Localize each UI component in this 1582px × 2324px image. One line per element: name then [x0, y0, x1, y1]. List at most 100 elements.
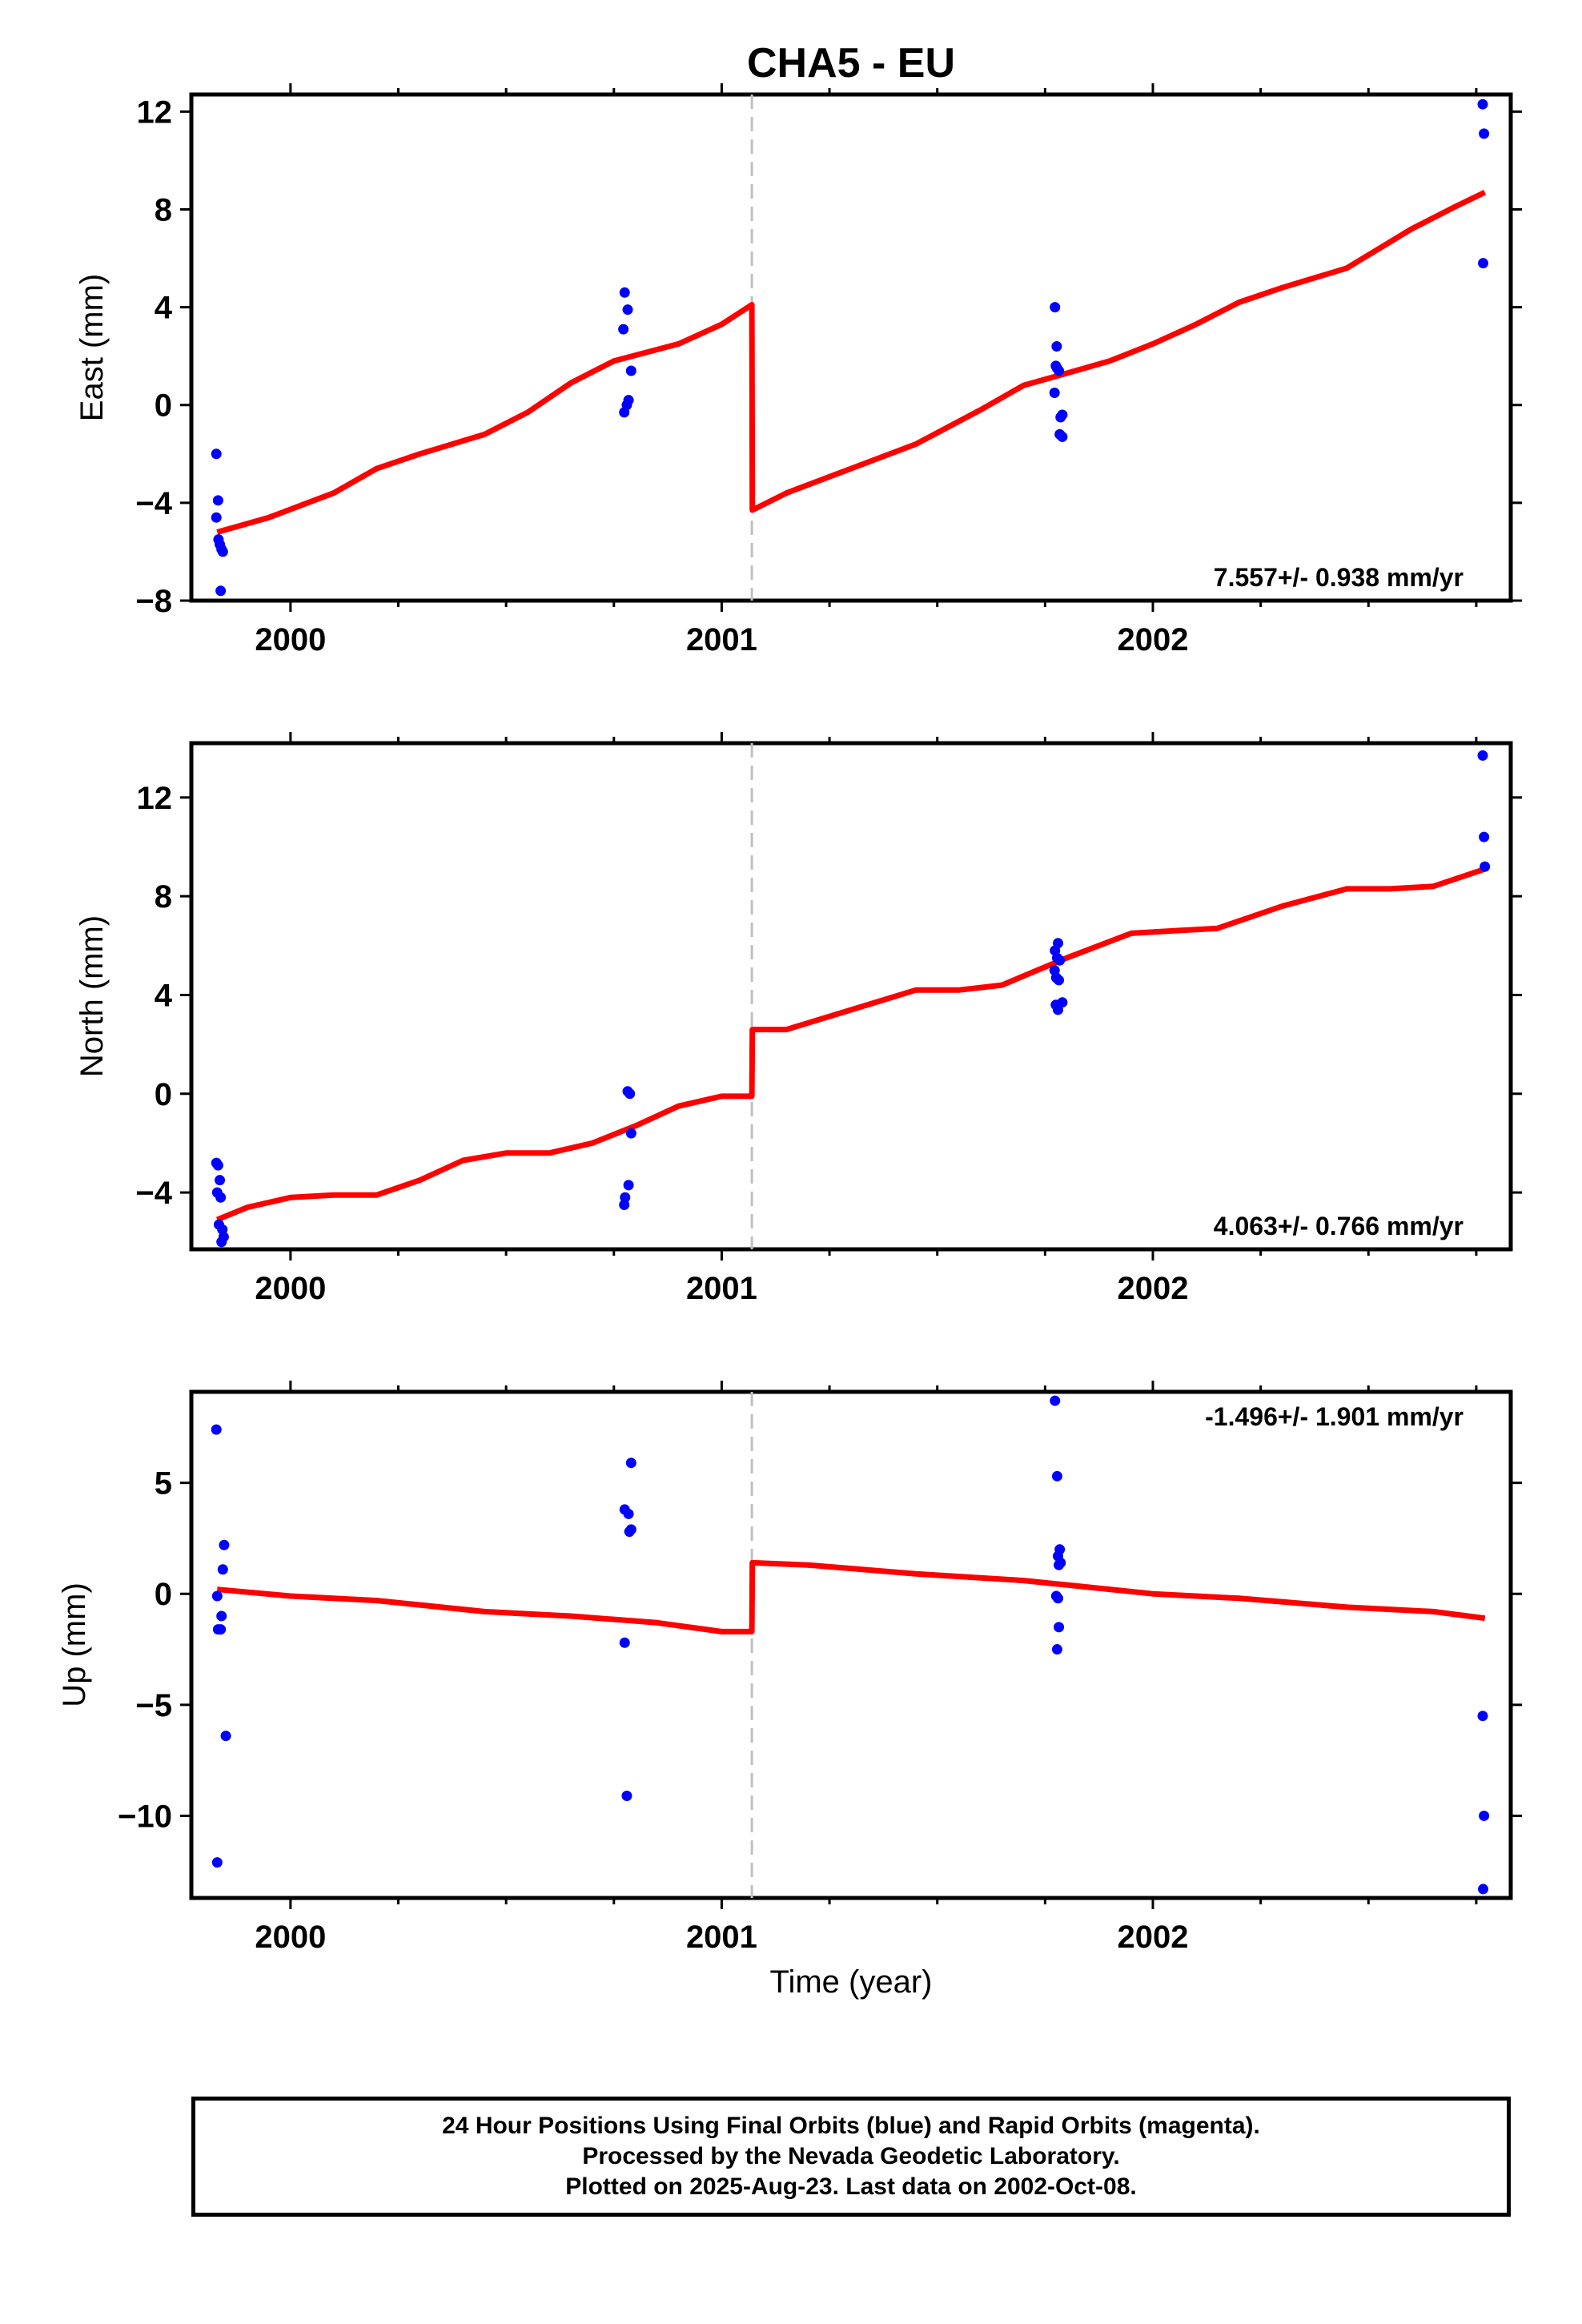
y-tick-label: 4: [155, 978, 173, 1013]
data-point: [216, 1610, 227, 1622]
data-point: [211, 512, 222, 523]
x-tick-label: 2002: [1118, 622, 1189, 657]
data-point: [1051, 1644, 1062, 1655]
data-point: [215, 1192, 227, 1203]
data-point: [619, 1200, 630, 1211]
x-tick-label: 2002: [1118, 1271, 1189, 1306]
plot-frame: [189, 92, 1513, 603]
y-tick-label: 12: [137, 781, 173, 816]
data-point: [1479, 128, 1490, 139]
data-point: [211, 1857, 223, 1868]
footer-line-3: Plotted on 2025-Aug-23. Last data on 200…: [565, 2173, 1137, 2200]
data-point: [623, 1180, 634, 1191]
data-point: [215, 585, 227, 597]
data-point: [211, 1590, 223, 1602]
x-axis-label: Time (year): [770, 1964, 933, 2000]
data-point: [623, 1508, 634, 1519]
panel-up: 2000 2001 2002 −10 −5 0 5 Up (mm) -1.496+/- 1.90…: [57, 1381, 1522, 1955]
data-point: [219, 1539, 230, 1550]
velocity-label: 4.063+/- 0.766 mm/yr: [1214, 1212, 1464, 1240]
y-axis-label: East (mm): [74, 274, 110, 421]
data-point: [215, 1175, 226, 1186]
data-point: [1054, 975, 1065, 986]
model-curve: [215, 866, 1486, 1223]
y-tick-label: 8: [155, 192, 172, 227]
data-point: [1050, 302, 1061, 313]
data-point: [1050, 1395, 1061, 1406]
data-point: [622, 304, 633, 316]
data-point: [621, 1790, 632, 1801]
data-point: [215, 1624, 227, 1635]
footer-caption-box: 24 Hour Positions Using Final Orbits (bl…: [191, 2097, 1511, 2217]
y-axis-label: North (mm): [74, 915, 110, 1077]
plot-frame: [189, 741, 1513, 1252]
data-point: [625, 1128, 636, 1139]
plot-area: [211, 99, 1490, 597]
x-tick-label: 2001: [686, 1920, 757, 1955]
data-point: [1054, 1559, 1065, 1570]
y-tick-label: −4: [135, 1176, 172, 1211]
x-tick-label: 2001: [686, 1271, 757, 1306]
data-point: [216, 1236, 227, 1248]
panels: 2000 2001 2002 −8 −4 0 4 8 12 East (mm) 7.557+/- 0…: [57, 83, 1522, 1955]
y-tick-label: −8: [135, 584, 172, 619]
y-tick-label: 12: [137, 94, 173, 130]
data-point: [1055, 412, 1066, 423]
x-tick-label: 2000: [255, 1271, 326, 1306]
data-point: [220, 1731, 231, 1742]
data-point: [1477, 99, 1488, 110]
data-point: [212, 495, 223, 506]
data-point: [1477, 750, 1488, 761]
panel-east: 2000 2001 2002 −8 −4 0 4 8 12 East (mm) 7.557+/- 0…: [74, 83, 1522, 657]
x-tick-label: 2000: [255, 622, 326, 657]
plot-frame: [189, 1389, 1513, 1900]
data-point: [212, 1160, 223, 1171]
data-point: [619, 287, 630, 298]
data-point: [625, 1458, 636, 1469]
y-axis-label: Up (mm): [57, 1582, 92, 1707]
data-point: [1054, 365, 1065, 376]
y-tick-label: 8: [155, 879, 172, 915]
data-point: [1049, 387, 1060, 398]
data-point: [1478, 258, 1489, 269]
data-point: [1479, 831, 1490, 842]
data-point: [211, 448, 222, 460]
data-point: [217, 546, 228, 557]
footer-line-2: Processed by the Nevada Geodetic Laborat…: [582, 2143, 1120, 2169]
footer-line-1: 24 Hour Positions Using Final Orbits (bl…: [442, 2113, 1260, 2139]
x-tick-label: 2001: [686, 622, 757, 657]
data-point: [619, 1637, 630, 1648]
data-point: [1477, 1711, 1488, 1722]
data-point: [217, 1564, 228, 1575]
data-point: [625, 365, 636, 376]
figure-title: CHA5 - EU: [747, 40, 955, 86]
data-point: [1053, 1593, 1064, 1604]
data-point: [624, 1526, 635, 1538]
y-tick-label: 0: [155, 1577, 172, 1612]
y-tick-label: −5: [135, 1688, 172, 1723]
plot-area: [211, 750, 1491, 1248]
velocity-label: -1.496+/- 1.901 mm/yr: [1205, 1402, 1464, 1431]
data-point: [619, 407, 630, 418]
panel-north: 2000 2001 2002 −4 0 4 8 12 North (mm) 4.063+/- 0.…: [74, 732, 1522, 1306]
y-tick-label: 5: [155, 1466, 172, 1502]
data-point: [618, 324, 629, 335]
y-tick-label: −10: [118, 1799, 172, 1834]
y-tick-label: 0: [155, 388, 172, 424]
data-point: [1478, 1884, 1489, 1895]
velocity-label: 7.557+/- 0.938 mm/yr: [1214, 563, 1464, 592]
data-point: [1057, 431, 1068, 442]
data-point: [211, 1424, 222, 1435]
data-point: [1054, 955, 1066, 966]
x-tick-label: 2000: [255, 1920, 326, 1955]
y-tick-label: −4: [135, 486, 172, 521]
plot-area: [211, 1395, 1490, 1895]
data-point: [1053, 1004, 1064, 1015]
model-curve: [216, 1559, 1486, 1634]
x-tick-label: 2002: [1118, 1920, 1189, 1955]
data-point: [1051, 340, 1062, 352]
data-point: [1054, 1622, 1065, 1633]
data-point: [1479, 1810, 1490, 1821]
